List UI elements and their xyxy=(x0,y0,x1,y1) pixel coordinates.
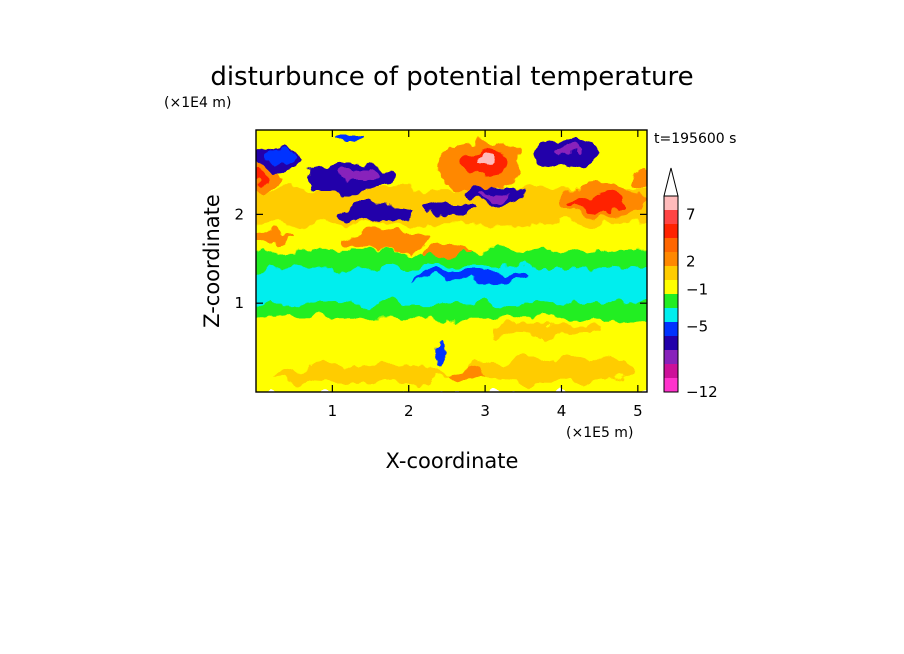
colorbar-segment xyxy=(664,280,678,294)
colorbar-segment xyxy=(664,238,678,252)
colorbar-segment xyxy=(664,308,678,322)
field-region-13 xyxy=(475,151,495,166)
colorbar-tick-label: −5 xyxy=(686,318,708,336)
plot-frame xyxy=(255,129,648,393)
colorbar-segment xyxy=(664,322,678,336)
field-region-24 xyxy=(256,289,394,303)
x-tick-label: 1 xyxy=(328,402,338,420)
colorbar-segment xyxy=(664,336,678,350)
y-scale-label: (×1E4 m) xyxy=(164,95,231,111)
field-region-7 xyxy=(480,193,509,201)
colorbar-segment xyxy=(664,364,678,378)
plot-area xyxy=(256,130,647,392)
field-region-29 xyxy=(446,367,486,382)
colorbar-extend-arrow xyxy=(663,167,679,197)
colorbar-tick-label: 7 xyxy=(686,206,696,224)
chart-title: disturbunce of potential temperature xyxy=(210,62,693,92)
field-region-18 xyxy=(632,169,647,188)
field-region-17 xyxy=(256,173,269,185)
field-region-9 xyxy=(555,145,580,155)
field-region-5 xyxy=(424,202,478,218)
field-region-27 xyxy=(278,363,447,385)
colorbar-segment xyxy=(664,378,678,392)
contour-field xyxy=(256,130,647,392)
colorbar-segment xyxy=(664,210,678,224)
y-tick-label: 1 xyxy=(234,294,244,312)
field-region-26 xyxy=(440,344,446,366)
field-region-4 xyxy=(336,203,413,222)
colorbar-tick-label: −12 xyxy=(686,383,718,401)
field-region-28 xyxy=(469,357,638,383)
x-tick-label: 3 xyxy=(480,402,490,420)
colorbar-segment xyxy=(664,294,678,308)
y-axis: 12 xyxy=(234,205,647,312)
x-axis: 1 2 3 4 5 xyxy=(328,130,643,420)
colorbar: 7 2 −1 −5 −12 xyxy=(663,167,718,401)
field-region-25 xyxy=(256,280,270,291)
x-scale-label: (×1E5 m) xyxy=(566,425,633,441)
field-region-30 xyxy=(492,324,600,336)
colorbar-frame xyxy=(663,195,679,393)
field-region-1 xyxy=(262,150,296,162)
x-axis-label: X-coordinate xyxy=(386,449,519,473)
x-tick-label: 5 xyxy=(633,402,643,420)
y-axis-label: Z-coordinate xyxy=(200,194,224,328)
colorbar-segment xyxy=(664,266,678,280)
field-region-15 xyxy=(572,194,627,213)
field-region-19 xyxy=(343,232,428,250)
y-tick-label: 2 xyxy=(234,205,244,223)
colorbar-tick-label: 2 xyxy=(686,252,696,270)
colorbar-tick-label: −1 xyxy=(686,280,708,298)
field-region-20 xyxy=(256,232,295,242)
colorbar-segment xyxy=(664,350,678,364)
field-region-21 xyxy=(424,245,470,255)
field-region-3 xyxy=(336,168,383,181)
field-region-10 xyxy=(333,137,362,146)
field-region-23 xyxy=(408,271,531,282)
colorbar-segment xyxy=(664,252,678,266)
colorbar-segment xyxy=(664,224,678,238)
colorbar-segment xyxy=(664,196,678,210)
x-tick-label: 4 xyxy=(557,402,567,420)
x-tick-label: 2 xyxy=(404,402,414,420)
time-label: t=195600 s xyxy=(654,131,736,147)
